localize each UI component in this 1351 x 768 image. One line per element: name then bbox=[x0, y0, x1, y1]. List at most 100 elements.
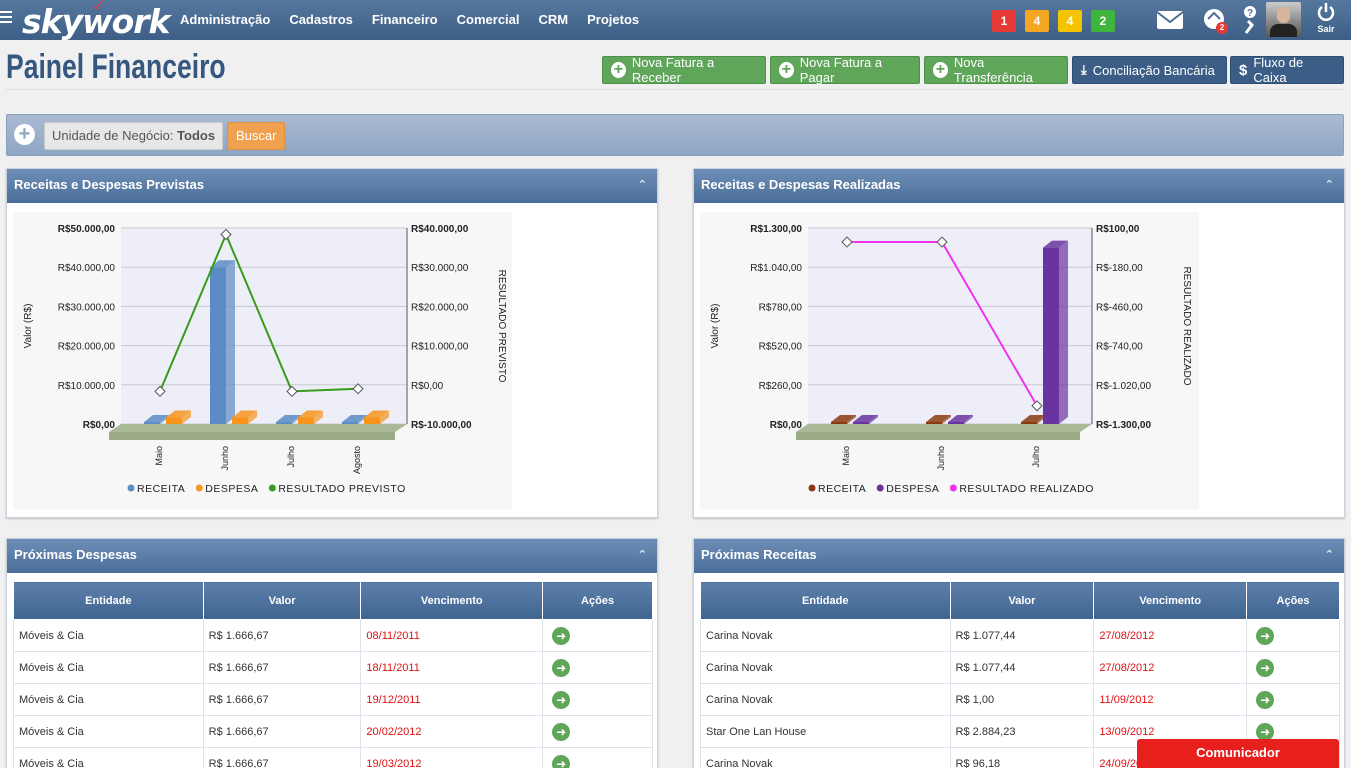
col-acoes: Ações bbox=[542, 581, 653, 620]
communicator-button[interactable]: Comunicador bbox=[1137, 739, 1339, 768]
new-payable-button[interactable]: + Nova Fatura a Pagar bbox=[770, 55, 920, 85]
col-valor[interactable]: Valor bbox=[949, 581, 1095, 620]
bar-despesa bbox=[166, 417, 182, 424]
status-badge-green[interactable]: 2 bbox=[1091, 10, 1115, 32]
chart-realizadas: R$0,00 R$-1.300,00 R$260,00 R$-1.020,00 R$52… bbox=[700, 212, 1199, 510]
y-axis-label: Valor (R$) bbox=[23, 304, 34, 349]
y2-tick-label: R$-180,00 bbox=[1096, 263, 1143, 274]
dollar-icon: $ bbox=[1239, 61, 1248, 79]
go-arrow-icon[interactable]: ➜ bbox=[1256, 722, 1275, 741]
status-badge-orange[interactable]: 4 bbox=[1025, 10, 1049, 32]
col-vencimento[interactable]: Vencimento bbox=[1093, 581, 1248, 620]
legend-label: DESPESA bbox=[886, 483, 939, 495]
nav-financeiro[interactable]: Financeiro bbox=[371, 12, 438, 27]
bar-side bbox=[380, 410, 389, 424]
nav-projetos[interactable]: Projetos bbox=[587, 12, 640, 27]
add-filter-icon[interactable]: + bbox=[14, 124, 35, 145]
cell-vencimento: 19/12/2011 bbox=[360, 683, 544, 716]
collapse-icon[interactable]: ⌃ bbox=[1324, 179, 1334, 191]
cash-flow-button[interactable]: $ Fluxo de Caixa bbox=[1230, 55, 1344, 85]
cell-acoes: ➜ bbox=[542, 651, 653, 684]
floor bbox=[109, 424, 407, 432]
bar-receita bbox=[926, 422, 942, 424]
new-receivable-button[interactable]: + Nova Fatura a Receber bbox=[602, 55, 766, 85]
nav-administracao[interactable]: Administração bbox=[180, 12, 271, 27]
cell-vencimento: 08/11/2011 bbox=[360, 619, 544, 652]
col-valor[interactable]: Valor bbox=[202, 581, 362, 620]
y-tick-label: R$1.040,00 bbox=[750, 263, 802, 274]
cell-entidade: Móveis & Cia bbox=[13, 619, 204, 652]
legend-label: RESULTADO PREVISTO bbox=[278, 483, 405, 495]
line-point bbox=[841, 236, 853, 248]
avatar[interactable] bbox=[1266, 2, 1301, 37]
cell-acoes: ➜ bbox=[1246, 619, 1340, 652]
menu-icon[interactable] bbox=[0, 11, 12, 25]
nav-comercial[interactable]: Comercial bbox=[456, 12, 520, 27]
bar-side bbox=[314, 410, 323, 424]
col-entidade[interactable]: Entidade bbox=[13, 581, 204, 620]
y2-tick-label: R$-10.000,00 bbox=[411, 420, 472, 431]
go-arrow-icon[interactable]: ➜ bbox=[552, 626, 571, 645]
logo-accent-icon: ✓ bbox=[92, 0, 105, 15]
y2-tick-label: R$-460,00 bbox=[1096, 302, 1143, 313]
bar-receita bbox=[210, 267, 226, 424]
panel-title: Receitas e Despesas Previstas bbox=[14, 177, 205, 192]
nav-crm[interactable]: CRM bbox=[538, 12, 569, 27]
logout-button[interactable]: Sair bbox=[1313, 2, 1339, 34]
bar-despesa bbox=[232, 417, 248, 424]
nav-cadastros[interactable]: Cadastros bbox=[289, 12, 353, 27]
cell-valor: R$ 1,00 bbox=[949, 683, 1095, 716]
bank-reconciliation-button[interactable]: ⤓ Conciliação Bancária bbox=[1072, 56, 1227, 84]
go-arrow-icon[interactable]: ➜ bbox=[552, 658, 571, 677]
cell-acoes: ➜ bbox=[1246, 651, 1340, 684]
bar-despesa bbox=[1043, 247, 1059, 424]
table-row: Móveis & Cia R$ 1.666,67 20/02/2012 ➜ bbox=[13, 715, 653, 748]
go-arrow-icon[interactable]: ➜ bbox=[552, 722, 571, 741]
top-navbar: skywork ✓ Administração Cadastros Finance… bbox=[0, 0, 1351, 41]
col-vencimento[interactable]: Vencimento bbox=[360, 581, 544, 620]
collapse-icon[interactable]: ⌃ bbox=[637, 179, 647, 191]
go-arrow-icon[interactable]: ➜ bbox=[552, 690, 571, 709]
collapse-icon[interactable]: ⌃ bbox=[1324, 549, 1334, 561]
bar-despesa bbox=[364, 417, 380, 424]
bar-top bbox=[831, 415, 856, 422]
cell-entidade: Móveis & Cia bbox=[13, 747, 204, 768]
search-button[interactable]: Buscar bbox=[227, 122, 286, 150]
bar-despesa bbox=[298, 417, 314, 424]
cell-acoes: ➜ bbox=[542, 747, 653, 768]
floor-front bbox=[796, 432, 1080, 440]
col-entidade[interactable]: Entidade bbox=[700, 581, 951, 620]
help-settings-icon[interactable]: ? bbox=[1242, 5, 1258, 35]
x-tick-label: Maio bbox=[841, 446, 851, 466]
logo[interactable]: skywork ✓ bbox=[22, 0, 170, 41]
business-unit-select[interactable]: Unidade de Negócio: Todos bbox=[44, 122, 224, 150]
mail-icon[interactable] bbox=[1156, 10, 1184, 30]
legend-marker bbox=[808, 484, 816, 492]
chart-svg: R$0,00 R$-1.300,00 R$260,00 R$-1.020,00 R$52… bbox=[710, 224, 1192, 495]
go-arrow-icon[interactable]: ➜ bbox=[1256, 690, 1275, 709]
collapse-icon[interactable]: ⌃ bbox=[637, 549, 647, 561]
go-arrow-icon[interactable]: ➜ bbox=[552, 754, 571, 768]
status-badge-yellow[interactable]: 4 bbox=[1058, 10, 1082, 32]
bar-top bbox=[298, 410, 323, 418]
svg-text:?: ? bbox=[1247, 8, 1253, 19]
bar-receita bbox=[1021, 422, 1037, 424]
go-arrow-icon[interactable]: ➜ bbox=[1256, 658, 1275, 677]
filter-bar: + Unidade de Negócio: Todos Buscar bbox=[6, 114, 1344, 156]
cell-entidade: Móveis & Cia bbox=[13, 715, 204, 748]
cell-acoes: ➜ bbox=[542, 683, 653, 716]
y2-tick-label: R$40.000,00 bbox=[411, 224, 469, 235]
go-arrow-icon[interactable]: ➜ bbox=[1256, 626, 1275, 645]
panel-proximas-receitas: Próximas Receitas ⌃ Entidade Valor Vencim… bbox=[693, 538, 1345, 768]
new-transfer-button[interactable]: + Nova Transferência bbox=[924, 55, 1068, 85]
table-row: Móveis & Cia R$ 1.666,67 08/11/2011 ➜ bbox=[13, 619, 653, 652]
panel-header: Próximas Despesas ⌃ bbox=[7, 539, 657, 573]
page-title: Painel Financeiro bbox=[6, 48, 226, 86]
bank-reconciliation-label: Conciliação Bancária bbox=[1092, 62, 1215, 78]
line-resultado-previsto bbox=[159, 231, 359, 393]
status-badge-red[interactable]: 1 bbox=[992, 10, 1016, 32]
y-tick-label: R$0,00 bbox=[770, 420, 803, 431]
cell-vencimento: 18/11/2011 bbox=[360, 651, 544, 684]
cell-valor: R$ 1.666,67 bbox=[202, 651, 362, 684]
cell-valor: R$ 1.666,67 bbox=[202, 683, 362, 716]
